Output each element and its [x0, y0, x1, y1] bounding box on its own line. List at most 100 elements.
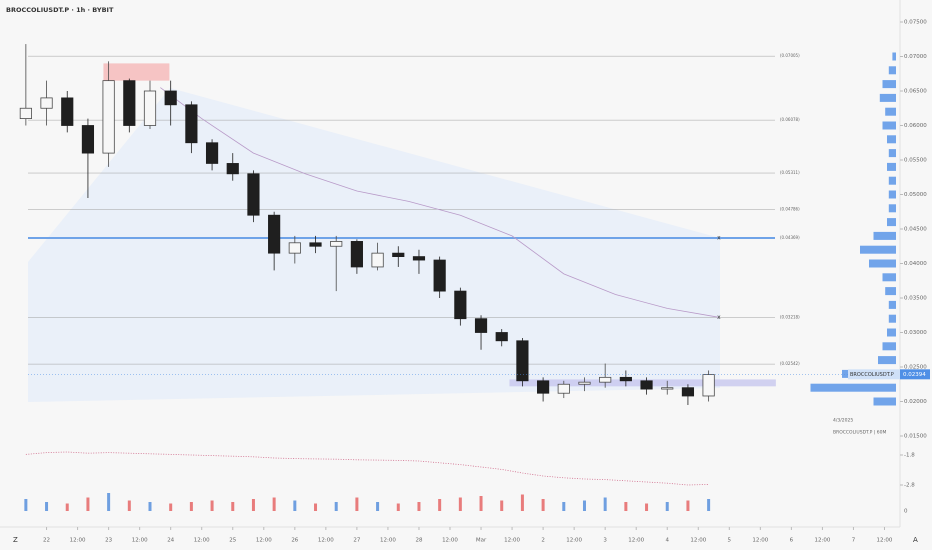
- volume-profile-bar: [882, 342, 896, 351]
- x-tick-label: 12:00: [70, 538, 86, 544]
- candle-body: [578, 381, 591, 385]
- volume-bar: [396, 503, 400, 511]
- volume-bar: [624, 502, 628, 511]
- volume-profile-bar: [882, 80, 896, 89]
- volume-bar: [520, 494, 524, 511]
- x-tick-label: 12:00: [566, 538, 582, 544]
- x-tick-label: 7: [852, 538, 856, 544]
- volume-profile-bar: [882, 273, 896, 282]
- volume-profile-bar: [869, 259, 896, 268]
- candle-body: [205, 142, 219, 164]
- volume-profile-bar: [879, 93, 896, 102]
- info-symbol: BROCCOLIUSDT.P | 60M: [833, 430, 886, 436]
- candle-body: [371, 252, 384, 268]
- volume-bar: [686, 500, 690, 511]
- x-tick-label: 23: [105, 538, 112, 544]
- volume-bar: [707, 499, 711, 511]
- x-tick-label: 26: [291, 538, 298, 544]
- volume-bar: [541, 499, 545, 511]
- x-tick-label: 12:00: [690, 538, 706, 544]
- volume-bar: [438, 499, 442, 511]
- candle-body: [226, 163, 239, 175]
- volume-profile-bar: [810, 383, 896, 392]
- candle-body: [702, 374, 715, 397]
- symbol-tag-label: BROCCOLIUSDT.P: [850, 372, 894, 378]
- volume-bar: [86, 497, 90, 511]
- candle-body: [40, 97, 53, 109]
- price-tag: [900, 369, 930, 380]
- volume-bar: [272, 497, 276, 511]
- indicator-tick-label: -1.8: [904, 453, 915, 459]
- x-tick-label: 12:00: [877, 538, 893, 544]
- marker: x: [717, 235, 721, 242]
- volume-profile-bar: [888, 176, 896, 185]
- volume-bar: [582, 500, 586, 511]
- x-tick-label: 28: [415, 538, 422, 544]
- candle-body: [640, 380, 653, 390]
- moving-average: [160, 87, 720, 318]
- x-tick-label: 22: [43, 538, 50, 544]
- volume-profile-bar: [888, 204, 896, 213]
- volume-bar: [210, 500, 214, 511]
- volume-profile-bar: [887, 135, 896, 144]
- volume-profile-bar: [888, 300, 896, 309]
- y-tick-label: 0.07500: [904, 20, 927, 26]
- y-tick-label: 0.04500: [904, 227, 927, 233]
- volume-bar: [189, 502, 193, 511]
- symbol-tag: [848, 369, 900, 380]
- info-date: 4/3/2025: [833, 418, 853, 424]
- volume-profile-bar: [885, 287, 896, 296]
- candle-body: [433, 259, 446, 292]
- level-label: (0.02542): [780, 361, 800, 366]
- volume-bar: [251, 499, 255, 511]
- volume-bar: [65, 503, 69, 511]
- corner-button[interactable]: Z: [13, 536, 18, 544]
- forecast-cone: [28, 88, 720, 402]
- volume-bar: [127, 500, 131, 511]
- candle-body: [661, 387, 674, 390]
- candle-body: [474, 318, 488, 333]
- volume-bar: [376, 502, 380, 511]
- y-tick-label: 0.06000: [904, 123, 927, 129]
- candle-body: [143, 90, 157, 126]
- candle-body: [412, 256, 426, 261]
- volume-bar: [314, 503, 318, 511]
- marker: x: [717, 314, 721, 321]
- volume-profile-bar: [882, 121, 896, 130]
- candle-body: [619, 376, 632, 382]
- level-label: (0.03218): [780, 314, 800, 319]
- volume-bar: [169, 503, 173, 511]
- volume-profile-bar: [888, 66, 896, 75]
- x-tick-label: 24: [167, 538, 174, 544]
- volume-bar: [500, 500, 504, 511]
- volume-bar: [645, 503, 649, 511]
- x-tick-label: 12:00: [256, 538, 272, 544]
- y-tick-label: 0.04000: [904, 261, 927, 267]
- corner-button[interactable]: A: [913, 536, 918, 544]
- volume-profile-bar: [873, 231, 896, 240]
- volume-bar: [334, 502, 338, 511]
- volume-bar: [603, 497, 607, 511]
- volume-profile-bar: [878, 356, 896, 365]
- x-tick-label: Mar: [476, 538, 487, 544]
- candle-body: [185, 104, 198, 144]
- level-label: (0.04369): [780, 235, 800, 240]
- volume-profile-bar: [888, 190, 896, 199]
- volume-bar: [293, 500, 297, 511]
- candle-body: [247, 173, 260, 216]
- candle-body: [123, 80, 136, 126]
- y-tick-label: 0.07000: [904, 54, 927, 60]
- x-tick-label: 25: [229, 538, 236, 544]
- x-tick-label: 12:00: [814, 538, 830, 544]
- volume-bar: [107, 493, 111, 511]
- volume-profile-bar: [887, 328, 896, 337]
- volume-profile-bar: [892, 52, 896, 61]
- candle-body: [557, 383, 570, 394]
- x-tick-label: 27: [353, 538, 360, 544]
- candle-body: [102, 80, 115, 154]
- candle-body: [681, 387, 695, 397]
- indicator-tick-label: -2.8: [904, 483, 915, 489]
- volume-tick-label: 0: [904, 509, 908, 515]
- candle-body: [599, 376, 612, 383]
